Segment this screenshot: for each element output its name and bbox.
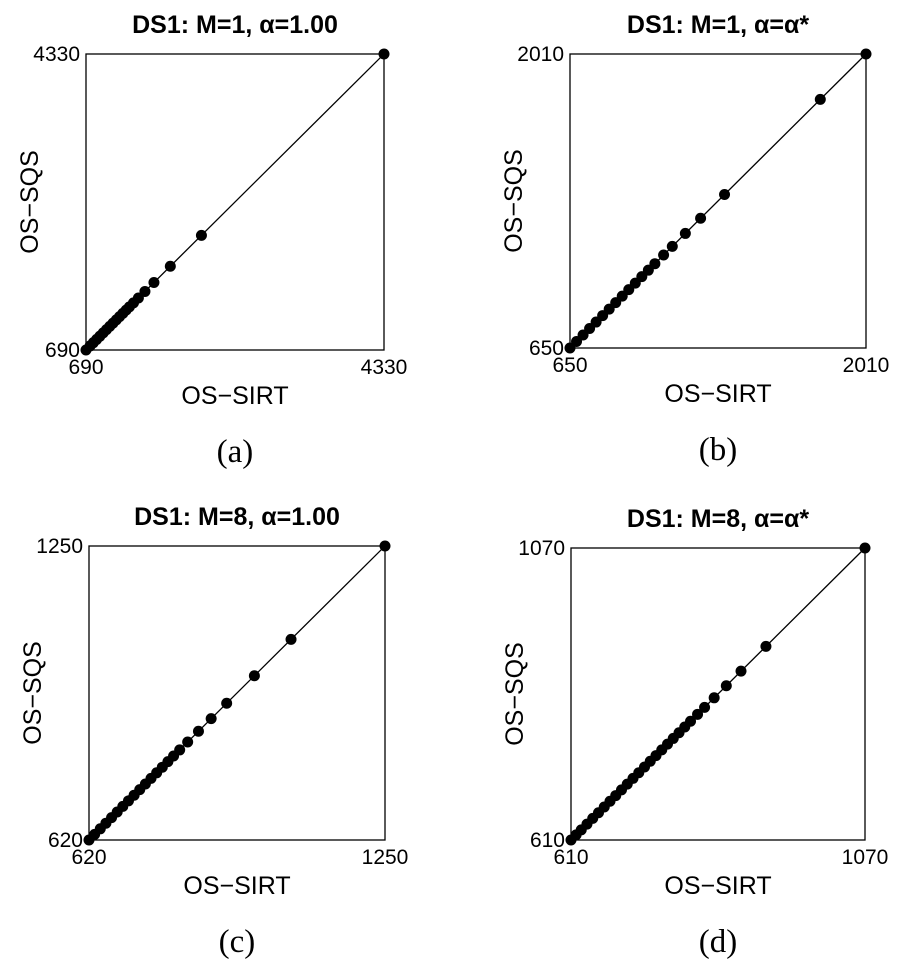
- y-tick-label: 4330: [33, 43, 80, 66]
- panel-caption: (b): [699, 432, 737, 468]
- data-point: [719, 189, 731, 201]
- x-tick-label: 620: [71, 846, 106, 869]
- plot-frame: [85, 53, 385, 351]
- data-point: [378, 48, 390, 60]
- data-point: [859, 542, 871, 554]
- x-tick-label: 650: [552, 354, 587, 377]
- x-axis-label: OS−SIRT: [664, 872, 771, 900]
- data-point: [720, 680, 732, 692]
- data-point: [699, 701, 711, 713]
- chart-title: DS1: M=1, α=α*: [627, 11, 809, 39]
- y-tick-label: 1070: [518, 537, 565, 560]
- plot-frame: [570, 547, 866, 841]
- x-axis-label: OS−SIRT: [664, 380, 771, 408]
- x-axis-label: OS−SIRT: [183, 872, 290, 900]
- y-tick-label: 650: [529, 337, 564, 360]
- data-point: [708, 692, 720, 704]
- data-point: [80, 344, 92, 356]
- data-point: [248, 670, 260, 682]
- chart-title: DS1: M=1, α=1.00: [132, 11, 338, 39]
- data-point: [695, 212, 707, 224]
- y-axis-label: OS−SQS: [19, 641, 47, 745]
- data-point: [735, 665, 747, 677]
- x-tick-label: 2010: [843, 354, 890, 377]
- data-point: [679, 227, 691, 239]
- panel-caption: (c): [219, 924, 256, 960]
- data-point: [860, 48, 872, 60]
- y-tick-label: 690: [45, 339, 80, 362]
- data-point: [83, 834, 95, 846]
- panel-d: DS1: M=8, α=α* 610 1070 610 1070 OS−SIRT OS−SQ…: [501, 505, 888, 960]
- data-point: [164, 260, 176, 272]
- y-axis-label: OS−SQS: [16, 150, 44, 254]
- chart-title: DS1: M=8, α=1.00: [134, 503, 340, 531]
- data-point: [564, 342, 576, 354]
- y-tick-label: 620: [48, 829, 83, 852]
- plot-frame: [88, 545, 386, 841]
- x-tick-label: 610: [553, 846, 588, 869]
- data-point: [565, 834, 577, 846]
- data-point: [148, 277, 160, 289]
- panel-a: DS1: M=1, α=1.00 690 4330 690 4330 OS−SIRT OS−…: [16, 11, 407, 470]
- panel-c: DS1: M=8, α=1.00 620 1250 620 1250 OS−SIRT OS−…: [19, 503, 408, 960]
- y-axis-label: OS−SQS: [500, 149, 528, 253]
- data-point: [658, 249, 670, 261]
- chart-title: DS1: M=8, α=α*: [627, 505, 809, 533]
- data-point: [192, 725, 204, 737]
- data-point: [666, 240, 678, 252]
- data-point: [692, 708, 704, 720]
- panel-caption: (d): [699, 924, 737, 960]
- data-point: [221, 697, 233, 709]
- data-point: [285, 633, 297, 645]
- x-tick-label: 690: [68, 356, 103, 379]
- plot-frame: [569, 53, 867, 349]
- data-point: [205, 713, 217, 725]
- data-point: [195, 229, 207, 241]
- data-point: [814, 93, 826, 105]
- y-tick-label: 2010: [517, 43, 564, 66]
- y-axis-label: OS−SQS: [501, 642, 529, 746]
- x-tick-label: 1070: [842, 846, 889, 869]
- y-tick-label: 1250: [36, 535, 83, 558]
- data-point: [182, 736, 194, 748]
- panel-b: DS1: M=1, α=α* 650 2010 650 2010 OS−SIRT OS−SQ…: [500, 11, 889, 468]
- x-tick-label: 1250: [362, 846, 409, 869]
- data-point: [760, 640, 772, 652]
- x-axis-label: OS−SIRT: [181, 382, 288, 410]
- y-tick-label: 610: [530, 829, 565, 852]
- data-point: [379, 540, 391, 552]
- x-tick-label: 4330: [361, 356, 408, 379]
- panel-caption: (a): [217, 434, 254, 470]
